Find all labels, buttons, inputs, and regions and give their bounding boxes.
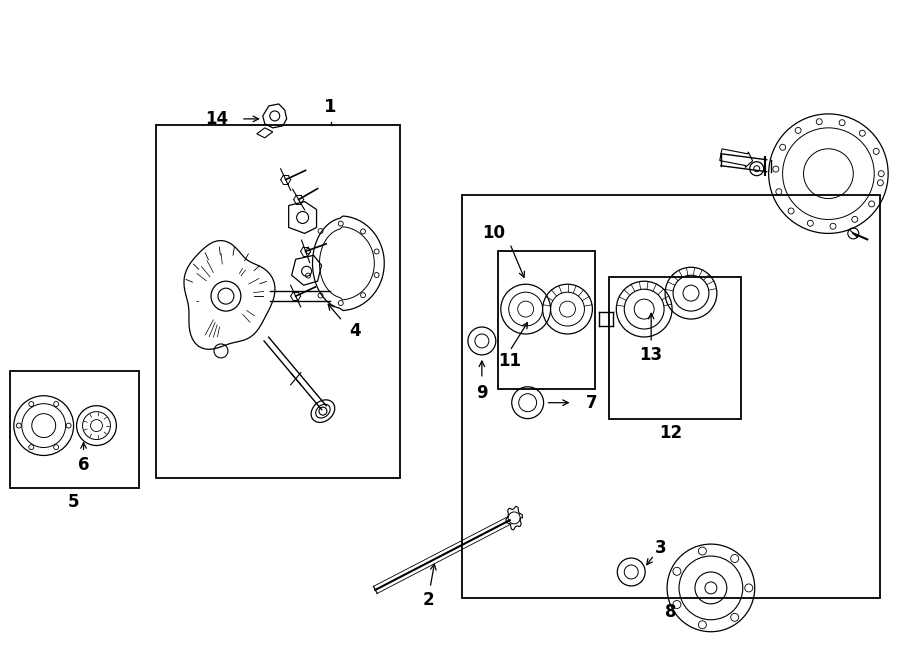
Text: 11: 11 [499,352,521,370]
Text: 3: 3 [655,539,667,557]
Text: 1: 1 [324,98,337,116]
Text: 9: 9 [476,384,488,402]
Text: 10: 10 [482,225,505,243]
Text: 8: 8 [665,603,677,621]
Text: 4: 4 [349,322,361,340]
Text: 7: 7 [585,394,597,412]
Bar [609,277,741,418]
Bar [157,125,400,479]
Text: 6: 6 [77,457,89,475]
Text: 12: 12 [660,424,682,442]
Bar [10,371,140,488]
Text: 5: 5 [68,493,79,511]
Text: 2: 2 [422,591,434,609]
Bar [498,251,596,389]
Text: 13: 13 [640,346,662,364]
Text: 14: 14 [205,110,228,128]
Bar [462,194,880,598]
